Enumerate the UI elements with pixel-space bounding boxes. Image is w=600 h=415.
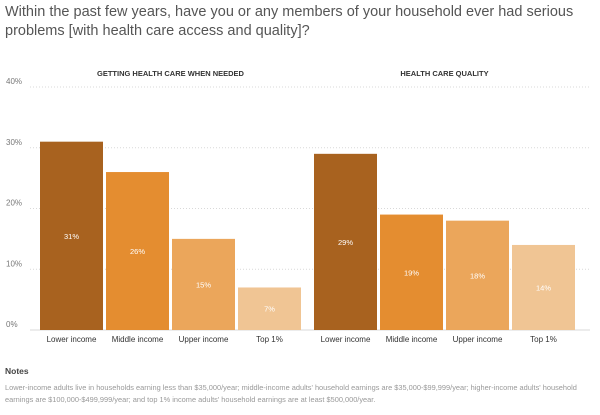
panel-title: HEALTH CARE QUALITY [400, 69, 488, 78]
bar [238, 287, 301, 330]
notes-heading: Notes [5, 366, 29, 376]
bar [512, 244, 575, 330]
data-label: 15% [196, 280, 211, 289]
data-label: 14% [536, 283, 551, 292]
x-tick-label: Upper income [453, 335, 503, 344]
y-tick-label: 40% [6, 77, 22, 86]
panel-title: GETTING HEALTH CARE WHEN NEEDED [97, 69, 245, 78]
data-label: 18% [470, 271, 485, 280]
data-label: 19% [404, 268, 419, 277]
bar [40, 141, 103, 330]
y-tick-label: 30% [6, 138, 22, 147]
bar [380, 214, 443, 330]
data-label: 7% [264, 305, 275, 314]
data-label: 29% [338, 238, 353, 247]
chart-title: Within the past few years, have you or a… [5, 4, 574, 39]
x-tick-label: Lower income [47, 335, 97, 344]
y-tick-label: 0% [6, 320, 18, 329]
data-label: 31% [64, 232, 79, 241]
data-label: 26% [130, 247, 145, 256]
x-tick-label: Lower income [321, 335, 371, 344]
bar [106, 172, 169, 330]
x-tick-label: Top 1% [256, 335, 283, 344]
x-tick-label: Middle income [112, 335, 164, 344]
bar [172, 238, 235, 330]
x-tick-label: Top 1% [530, 335, 557, 344]
notes-text: Lower-income adults live in households e… [5, 383, 577, 404]
bar [314, 153, 377, 330]
x-tick-label: Middle income [386, 335, 438, 344]
y-tick-label: 20% [6, 199, 22, 208]
x-tick-label: Upper income [179, 335, 229, 344]
y-tick-label: 10% [6, 259, 22, 268]
bar [446, 220, 509, 330]
